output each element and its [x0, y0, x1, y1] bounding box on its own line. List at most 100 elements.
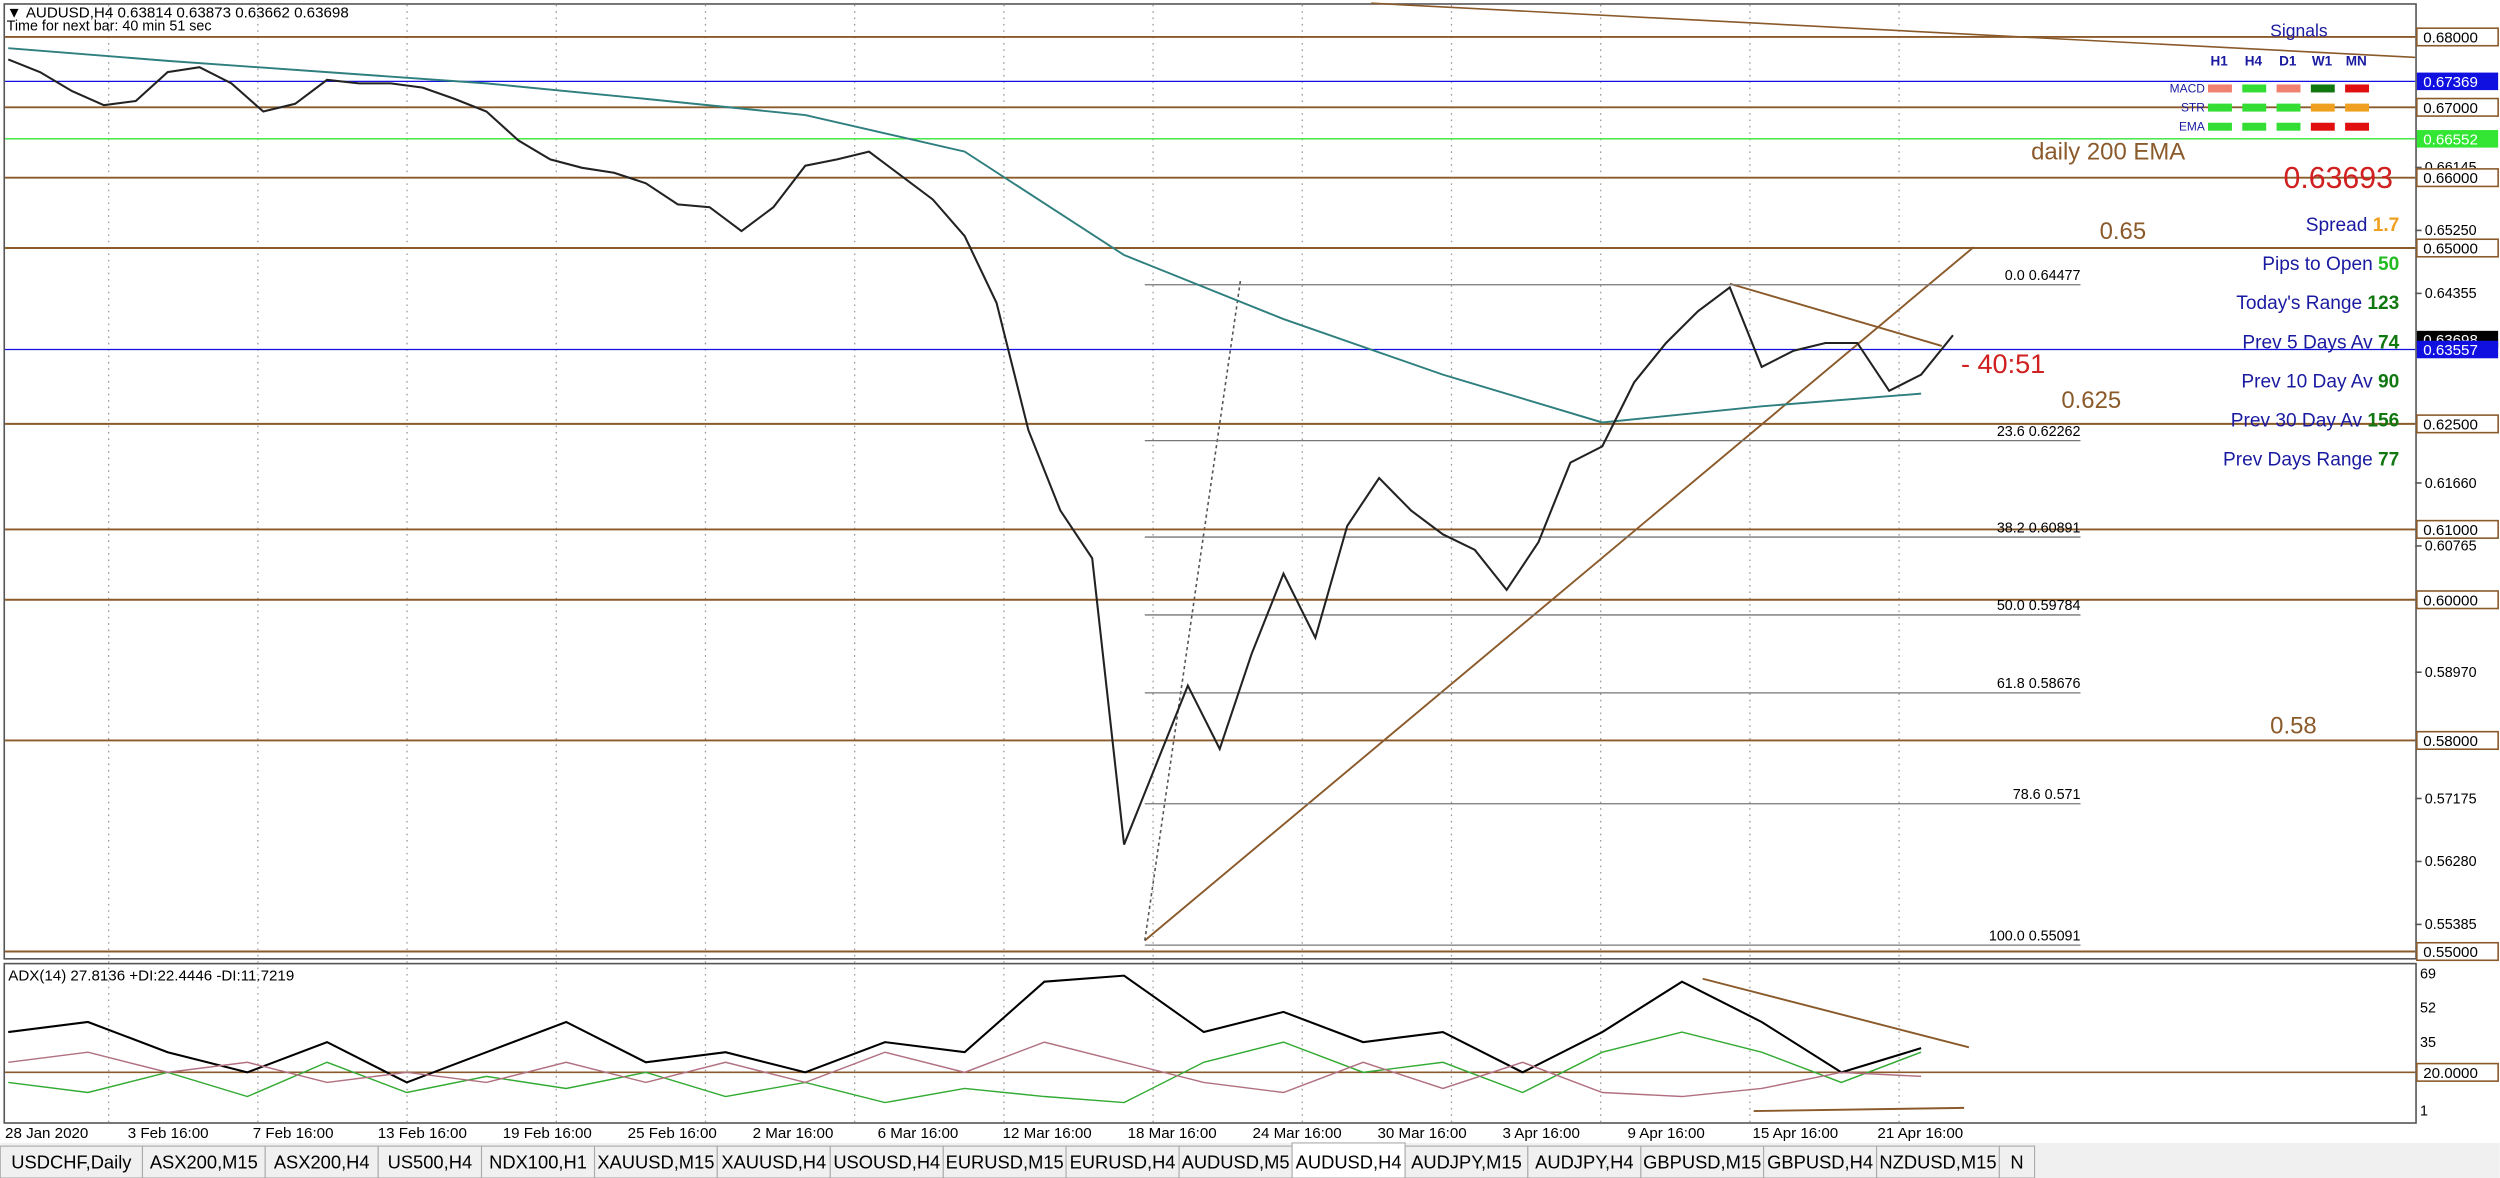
signal-col: H4 [2245, 53, 2263, 68]
tab-label[interactable]: NDX100,H1 [489, 1151, 587, 1172]
tab-label[interactable]: AUDJPY,M15 [1411, 1151, 1522, 1172]
axis-label: 0.55385 [2425, 917, 2477, 933]
date-label: 3 Feb 16:00 [128, 1125, 209, 1142]
tab-label[interactable]: GBPUSD,H4 [1767, 1151, 1873, 1172]
fib-ratio: 38.2 [1997, 520, 2025, 536]
fib-label: 38.2 0.60891 [1997, 520, 2081, 536]
fib-label: 50.0 0.59784 [1997, 598, 2081, 614]
fib-label: 61.8 0.58676 [1997, 676, 2081, 692]
signal-col: D1 [2279, 53, 2297, 68]
info-label: Spread [2306, 215, 2368, 236]
tab[interactable] [141, 1145, 266, 1178]
tab[interactable] [1404, 1145, 1529, 1178]
signal-cell [2310, 122, 2335, 131]
tab-label[interactable]: XAUUSD,M15 [597, 1151, 714, 1172]
level-label: 0.65000 [2423, 241, 2478, 258]
bar-timer: Time for next bar: 40 min 51 sec [7, 18, 212, 34]
level-label: 0.60000 [2423, 592, 2478, 609]
adx-tick-label: 1 [2420, 1103, 2428, 1119]
tab-label[interactable]: AUDUSD,M5 [1182, 1151, 1290, 1172]
signal-cell [2208, 103, 2232, 112]
mark-label: 0.67369 [2423, 74, 2478, 91]
info-row: Prev 5 Days Av 74 [2242, 332, 2399, 353]
mark-label: 0.63557 [2423, 342, 2478, 359]
signal-cell [2310, 103, 2335, 112]
tab-label[interactable]: N [2010, 1151, 2023, 1172]
ohlc: 0.63814 0.63873 0.63662 0.63698 [117, 5, 348, 22]
tab[interactable] [264, 1145, 379, 1178]
tab[interactable] [1178, 1145, 1293, 1178]
level-box [2416, 168, 2499, 188]
tab-label[interactable]: GBPUSD,M15 [1643, 1151, 1761, 1172]
info-row: Spread 1.7 [2306, 215, 2400, 236]
info-label: Prev 30 Day Av [2231, 410, 2363, 431]
axis-label: 0.61660 [2425, 476, 2477, 492]
level-label: 0.61000 [2423, 522, 2478, 539]
info-label: Today's Range [2236, 293, 2362, 314]
info-value: 1.7 [2373, 215, 2400, 236]
fib-price: 0.58676 [2029, 676, 2081, 692]
tab-label[interactable]: USOUSD,H4 [833, 1151, 940, 1172]
level-box [2416, 941, 2499, 962]
trend-line [1371, 2, 2416, 59]
info-value: 77 [2378, 449, 2399, 470]
tab[interactable] [1527, 1145, 1642, 1178]
signal-cell [2276, 122, 2301, 131]
tab-label[interactable]: AUDJPY,H4 [1535, 1151, 1633, 1172]
signal-cell [2242, 84, 2267, 93]
tab[interactable] [1640, 1145, 1765, 1178]
series-line [8, 974, 1922, 1084]
date-label: 7 Feb 16:00 [253, 1125, 334, 1142]
level-box [2416, 730, 2499, 751]
tab[interactable] [1998, 1145, 2036, 1178]
tab[interactable] [942, 1145, 1067, 1178]
tab[interactable] [829, 1145, 944, 1178]
signal-col: W1 [2312, 53, 2333, 68]
level-label: 0.67000 [2423, 100, 2478, 117]
fib-ratio: 78.6 [2013, 787, 2041, 803]
mark-box [2416, 340, 2499, 359]
level-label: 0.66000 [2423, 170, 2478, 187]
tab[interactable] [0, 1145, 144, 1178]
tab-label[interactable]: ASX200,H4 [274, 1151, 370, 1172]
trend-line [1729, 282, 1943, 347]
tab-label[interactable]: US500,H4 [388, 1151, 473, 1172]
tab-label[interactable]: AUDUSD,H4 [1296, 1151, 1402, 1172]
countdown: - 40:51 [1961, 348, 2045, 379]
fib-label: 23.6 0.62262 [1997, 424, 2081, 440]
chart-header: ▼ AUDUSD,H4 0.63814 0.63873 0.63662 0.63… [7, 5, 349, 22]
fib-price: 0.64477 [2029, 268, 2081, 284]
series-line [8, 1041, 1922, 1098]
tab[interactable] [1763, 1145, 1878, 1178]
info-value: 74 [2378, 332, 2400, 353]
level-box [2416, 590, 2499, 610]
tab[interactable] [1876, 1145, 2000, 1178]
tab-label[interactable]: EURUSD,M15 [946, 1151, 1064, 1172]
adx-trend-line [1702, 977, 1970, 1049]
info-row: Today's Range 123 [2236, 293, 2399, 314]
tab-label[interactable]: NZDUSD,M15 [1879, 1151, 1996, 1172]
date-label: 24 Mar 16:00 [1253, 1125, 1342, 1142]
signal-row: EMA [2179, 120, 2205, 134]
signal-cell [2276, 103, 2301, 112]
tab-label[interactable]: ASX200,M15 [150, 1151, 258, 1172]
tab-label[interactable]: EURUSD,H4 [1070, 1151, 1176, 1172]
date-label: 2 Mar 16:00 [753, 1125, 834, 1142]
date-label: 13 Feb 16:00 [378, 1125, 467, 1142]
axis-label: 0.65250 [2425, 223, 2477, 239]
fib-price: 0.60891 [2029, 520, 2081, 536]
info-label: Prev Days Range [2223, 449, 2373, 470]
level-label: 0.55000 [2423, 944, 2478, 961]
tab[interactable] [1291, 1142, 1406, 1178]
mark-box [2416, 72, 2499, 91]
signal-cell [2345, 84, 2370, 93]
fib-price: 0.55091 [2029, 928, 2081, 944]
tab-label[interactable]: USDCHF,Daily [11, 1151, 132, 1172]
tab[interactable] [593, 1145, 718, 1178]
adx-tick-label: 69 [2420, 966, 2436, 982]
series-line [7, 58, 1954, 845]
fib-label: 100.0 0.55091 [1989, 928, 2081, 944]
bid-price: 0.63693 [2284, 162, 2393, 195]
tab-label[interactable]: XAUUSD,H4 [721, 1151, 826, 1172]
